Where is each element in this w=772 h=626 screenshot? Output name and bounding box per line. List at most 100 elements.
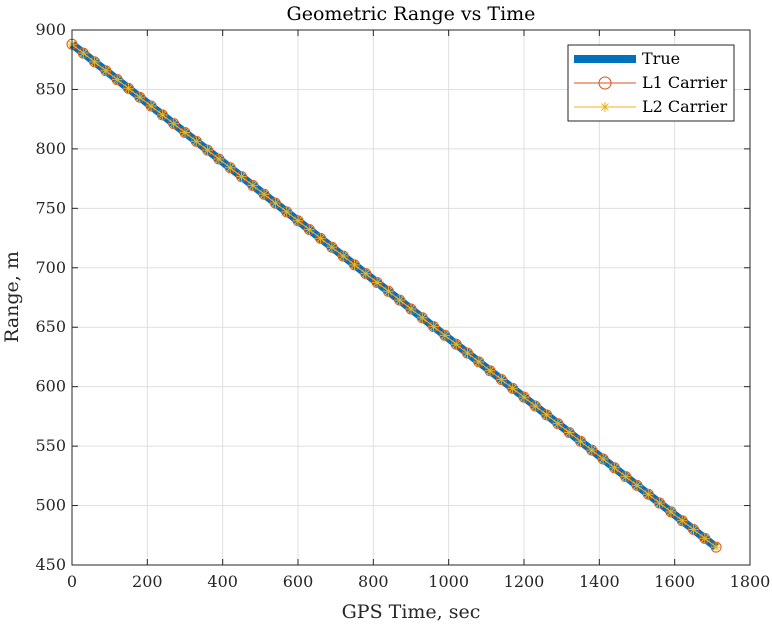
series-l2-carrier-point (462, 348, 473, 359)
axis-ticks: 0 200 400 600 800 1000 1200 1400 1600 1800 450 500 5… (35, 20, 770, 591)
y-tick-label: 600 (35, 377, 66, 396)
series-l2-carrier-point (202, 145, 213, 156)
series-l2-carrier-point (451, 339, 462, 350)
asterisk-stroke (147, 102, 155, 110)
series-l2-carrier-point (259, 189, 270, 200)
asterisk-stroke (474, 358, 483, 366)
series-l2-carrier-point (270, 198, 281, 209)
asterisk-stroke (384, 287, 393, 296)
series-l2-carrier-point (78, 48, 89, 59)
asterisk-stroke (135, 93, 144, 102)
asterisk-stroke (565, 428, 574, 437)
series-l2-carrier-point (247, 180, 258, 191)
series-l2-carrier-point (439, 330, 450, 341)
asterisk-stroke (418, 313, 427, 322)
x-tick-label: 0 (67, 572, 77, 591)
asterisk-stroke (361, 269, 370, 278)
y-tick-label: 850 (35, 79, 66, 98)
asterisk-stroke (700, 534, 709, 543)
series-l2-carrier-point (394, 295, 405, 306)
series-l2-carrier-point (304, 224, 315, 235)
x-tick-label: 200 (132, 572, 163, 591)
series-l2-carrier-point (665, 506, 676, 517)
series-l2-carrier-point (406, 303, 416, 314)
series-l2-carrier-point (100, 65, 111, 76)
series-l2-carrier-point (236, 171, 247, 182)
asterisk-stroke (305, 225, 314, 234)
series-l2-carrier-point (89, 56, 100, 67)
x-tick-label: 800 (358, 572, 389, 591)
series-l2-carrier-point (191, 136, 202, 147)
x-tick-label: 1200 (504, 572, 545, 591)
series-l2-carrier-point (146, 101, 157, 112)
x-tick-label: 1400 (579, 572, 620, 591)
x-tick-label: 600 (283, 572, 314, 591)
asterisk-stroke (712, 543, 720, 552)
asterisk-stroke (203, 146, 212, 154)
asterisk-stroke (576, 437, 585, 446)
asterisk-stroke (644, 490, 653, 499)
series-l2-carrier-point (575, 436, 586, 447)
asterisk-stroke (181, 128, 189, 137)
asterisk-stroke (407, 305, 415, 313)
asterisk-stroke (520, 393, 528, 402)
asterisk-stroke (441, 331, 449, 340)
series-l2-carrier-point (180, 127, 190, 138)
asterisk-stroke (621, 472, 630, 481)
series-l2-carrier-point (360, 268, 371, 279)
x-tick-label: 400 (207, 572, 238, 591)
asterisk-stroke (599, 455, 607, 463)
series-l2-carrier-point (428, 321, 439, 332)
asterisk-stroke (226, 163, 235, 172)
series-l2-carrier-point (519, 392, 529, 403)
asterisk-stroke (463, 349, 472, 357)
chart-title: Geometric Range vs Time (287, 3, 536, 25)
asterisk-stroke (610, 463, 619, 472)
asterisk-stroke (689, 525, 698, 534)
series-l2-carrier-point (632, 480, 642, 491)
asterisk-stroke (497, 375, 506, 384)
series-l2-carrier-point (134, 92, 145, 103)
asterisk-stroke (531, 402, 540, 410)
asterisk-stroke (282, 208, 291, 216)
series-l2-carrier-point (157, 109, 168, 120)
asterisk-stroke (508, 384, 517, 393)
y-tick-label: 650 (35, 317, 66, 336)
series-l2-carrier-point (473, 356, 484, 367)
series-l2-carrier-point (586, 445, 597, 456)
x-tick-label: 1000 (428, 572, 469, 591)
series-l2-carrier-point (496, 374, 507, 385)
legend-l1-carrier-label: L1 Carrier (642, 73, 728, 92)
axes-box (71, 29, 751, 566)
asterisk-stroke (215, 155, 223, 163)
asterisk-stroke (260, 190, 268, 199)
y-tick-label: 800 (35, 139, 66, 158)
asterisk-stroke (113, 75, 122, 84)
legend-l2-carrier-label: L2 Carrier (642, 97, 728, 116)
series-l2-carrier-point (485, 365, 496, 376)
series-l2-carrier-point (281, 206, 292, 217)
asterisk-stroke (350, 260, 359, 269)
series-l2-carrier-point (643, 489, 654, 500)
series-l2-carrier-point (213, 153, 224, 164)
series-l2-carrier-point (372, 277, 383, 288)
asterisk-stroke (192, 137, 201, 146)
asterisk-stroke (79, 49, 88, 57)
y-tick-label: 500 (35, 496, 66, 515)
y-axis-label: Range, m (1, 251, 23, 343)
x-tick-label: 1600 (654, 572, 695, 591)
series-l2-carrier-point (338, 251, 349, 262)
y-tick-label: 700 (35, 258, 66, 277)
series-l2-carrier-markers (67, 39, 722, 553)
series-l2-carrier-point (677, 515, 688, 526)
asterisk-stroke (169, 119, 178, 128)
asterisk-stroke (486, 366, 494, 375)
y-tick-label: 750 (35, 198, 66, 217)
legend-l2-carrier-marker (600, 102, 610, 112)
asterisk-stroke (271, 199, 280, 207)
asterisk-stroke (237, 172, 246, 181)
series-l2-carrier-point (225, 162, 236, 173)
asterisk-stroke (429, 322, 438, 331)
series-l2-carrier-point (598, 453, 609, 464)
